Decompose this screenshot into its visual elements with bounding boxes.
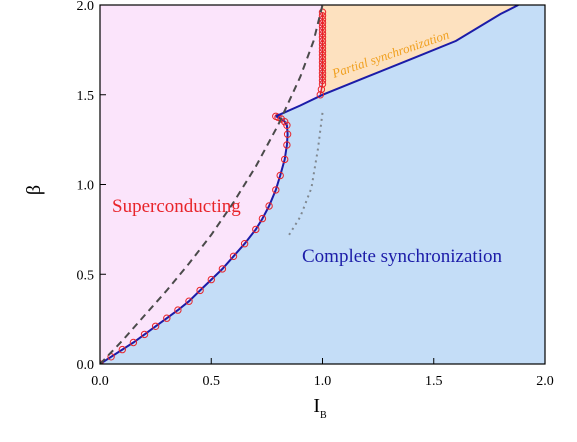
y-axis-label: β [23,185,45,195]
data-point-marker [229,252,238,260]
x-tick-label: 1.5 [425,374,443,389]
data-point-marker [281,155,289,164]
data-point-marker [318,69,327,77]
data-point-marker [318,73,327,81]
x-tick-label: 1.0 [314,374,332,389]
y-tick-label: 1.5 [77,89,95,104]
data-point-marker [118,345,127,354]
data-point-marker [185,297,193,305]
data-point-marker [318,26,327,34]
data-point-marker [218,265,227,273]
series-layer [100,5,519,364]
data-point-marker [258,214,267,223]
data-point-marker [140,330,149,339]
data-point-marker [318,58,327,67]
superconducting-region [100,5,323,364]
data-point-marker [207,275,216,284]
x-tick-label: 2.0 [536,374,554,389]
data-point-marker [316,91,324,99]
data-point-marker [272,186,280,194]
data-point-marker [318,40,327,49]
dashed-line [100,5,324,364]
data-point-marker [318,48,327,56]
y-tick-label: 2.0 [77,0,95,14]
data-point-marker [318,30,327,38]
superconducting-label: Superconducting [112,196,241,217]
data-point-marker [174,306,182,314]
data-point-marker [163,314,171,322]
data-point-marker [318,80,327,88]
complete-sync-label: Complete synchronization [302,246,502,267]
data-point-marker [283,121,291,130]
data-point-marker [318,22,327,31]
y-tick-label: 0.0 [77,358,95,373]
data-point-marker [252,225,260,234]
data-point-marker [272,112,280,121]
x-tick-label: 0.5 [203,374,221,389]
data-point-marker [318,12,327,20]
data-point-marker [276,171,284,180]
partial-sync-region [322,5,519,95]
data-point-marker [151,322,160,330]
data-point-marker [318,19,327,27]
data-point-marker [283,141,291,149]
data-point-marker [265,202,273,210]
x-axis-label-subscript: B [320,410,327,421]
data-point-marker [240,240,249,248]
data-point-marker [283,130,292,138]
y-tick-label: 0.5 [77,268,95,283]
boundary-line-1 [275,5,519,118]
data-point-marker [129,338,138,347]
data-point-marker [318,37,327,45]
data-point-marker [317,85,326,94]
data-point-marker [318,76,327,85]
axis-ticks: 0.0 0.5 1.0 1.5 2.0 0.0 0.5 1.0 1.5 2.0 [77,0,554,389]
data-point-marker [318,51,327,59]
data-point-marker [318,44,327,52]
data-point-marker [196,286,204,295]
x-tick-label: 0.0 [91,374,109,389]
data-point-marker [318,65,327,74]
data-point-marker [318,33,327,41]
y-tick-label: 1.0 [77,179,95,194]
x-axis-label: IB [313,395,327,421]
data-point-marker [318,55,327,63]
data-point-marker [318,62,327,70]
